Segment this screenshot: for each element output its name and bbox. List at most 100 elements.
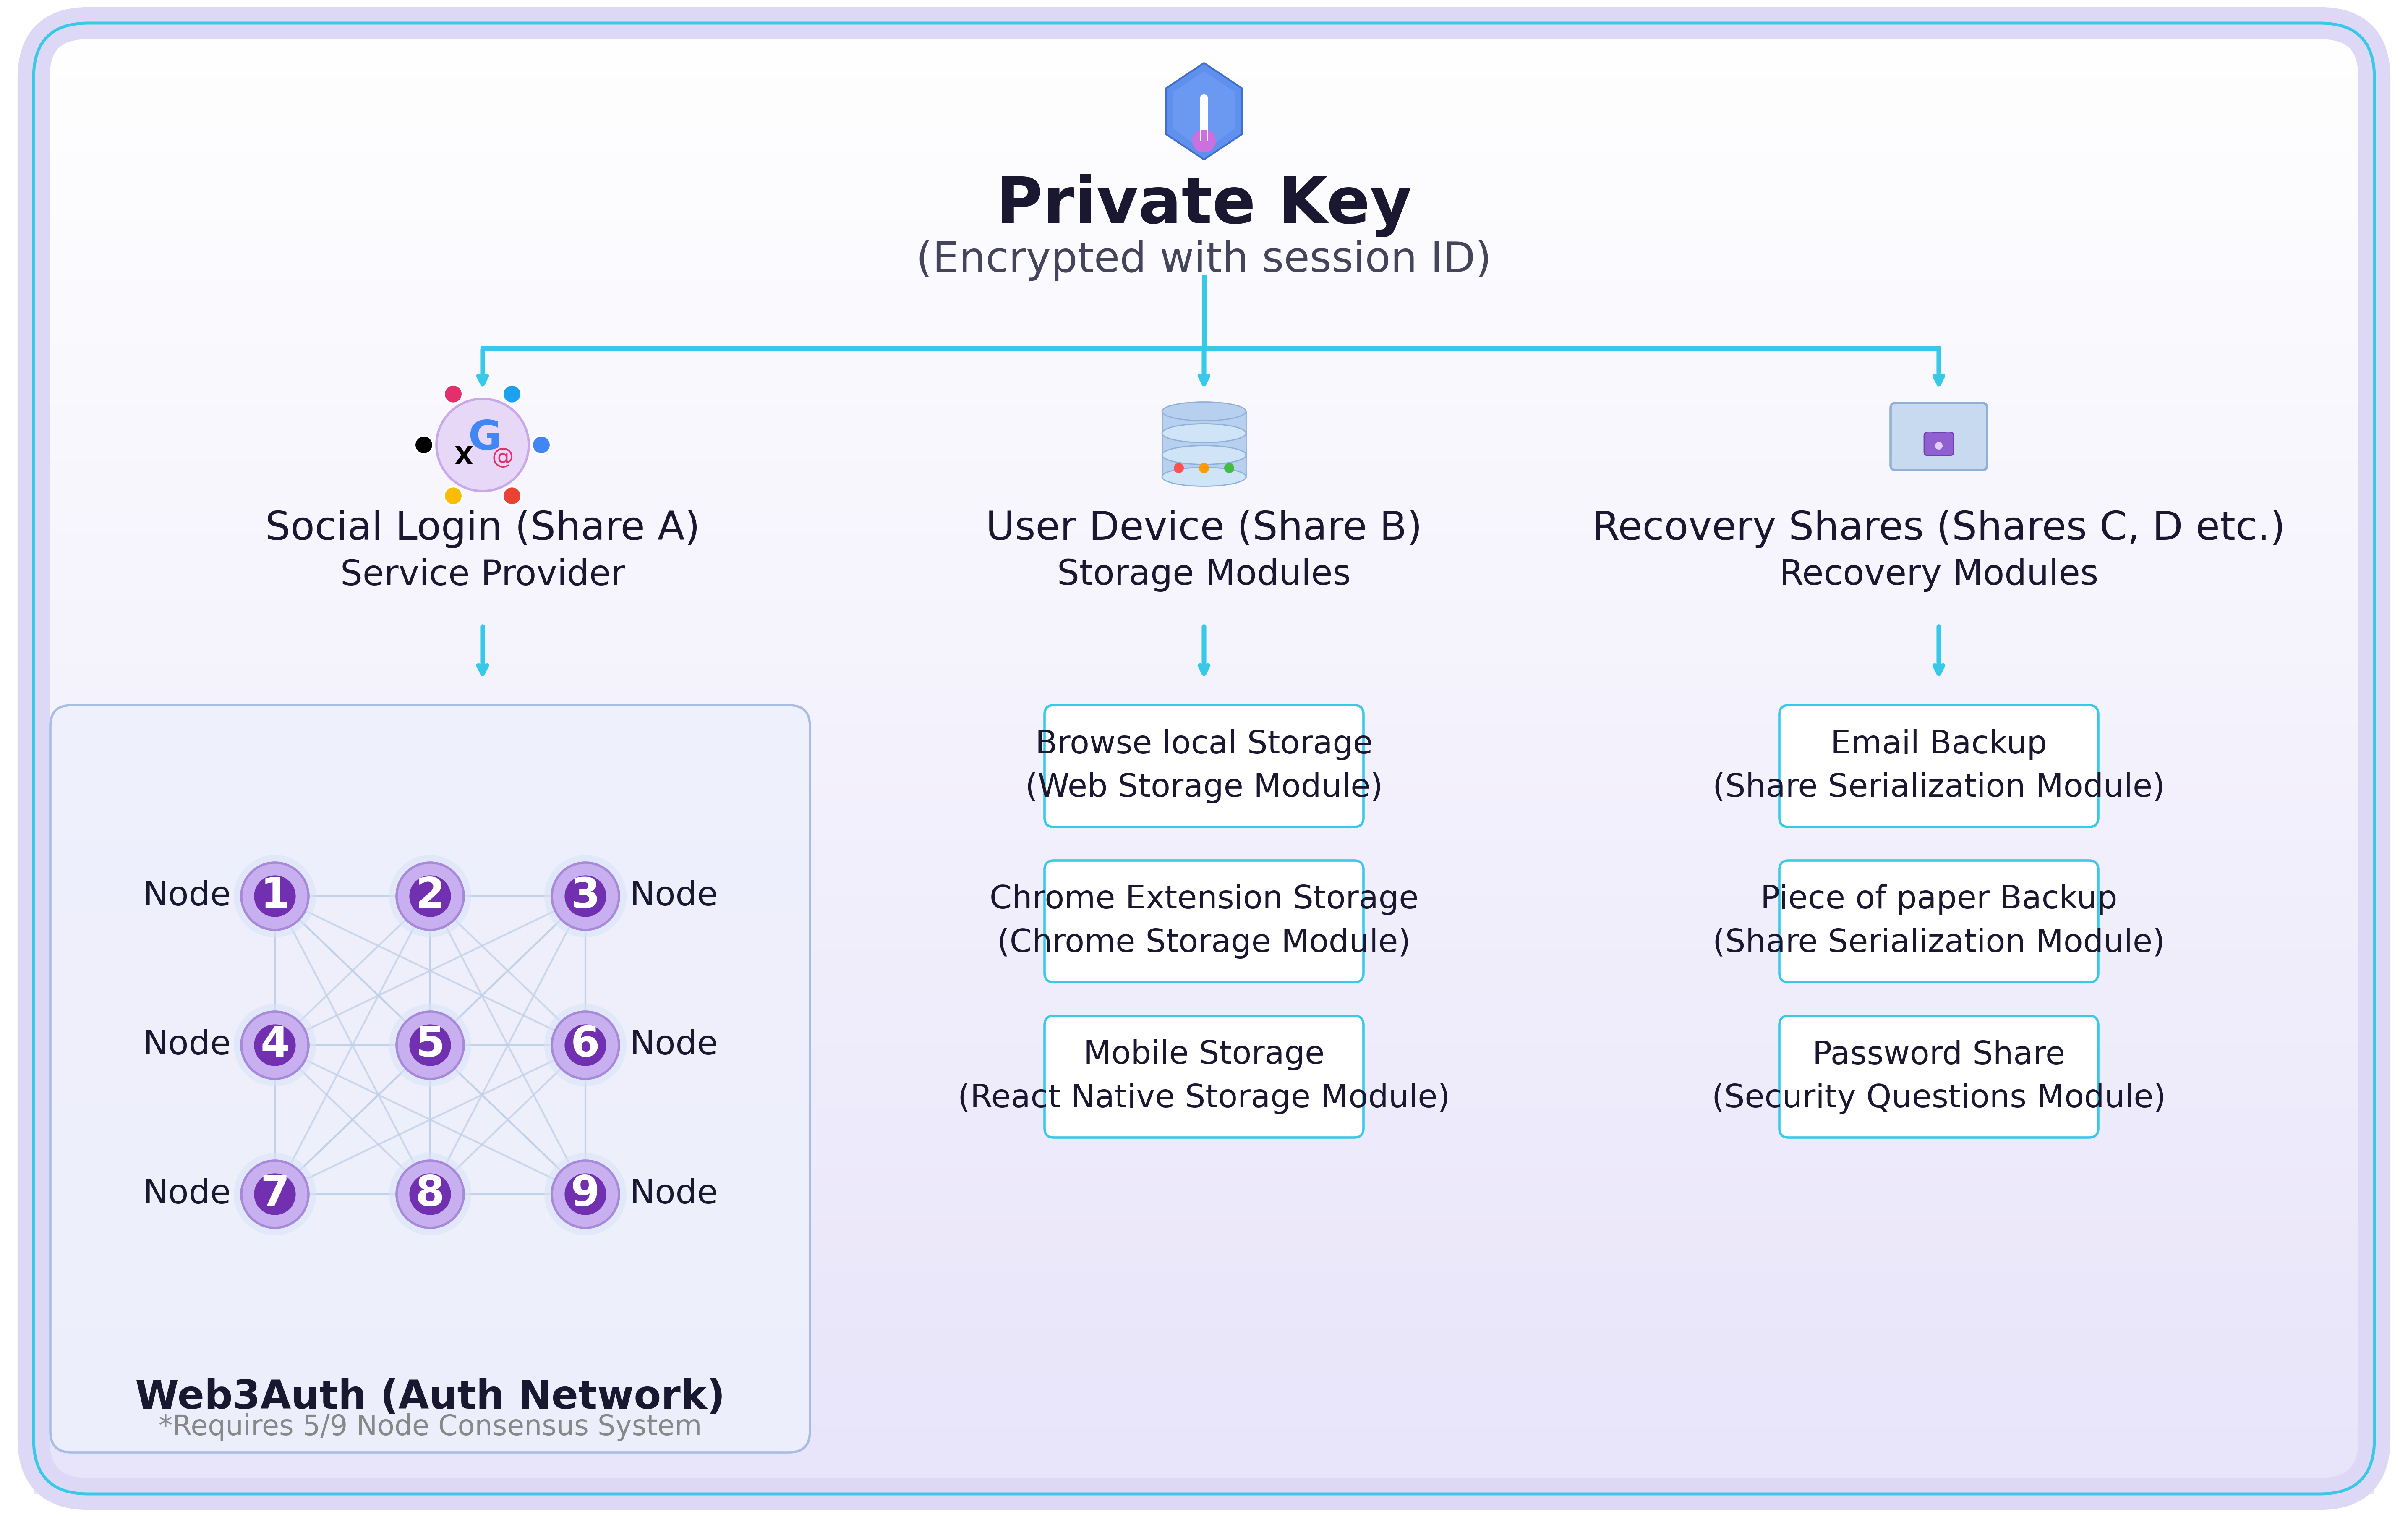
- Bar: [34, 317, 2374, 322]
- Bar: [34, 913, 2374, 918]
- Bar: [34, 90, 2374, 94]
- Bar: [34, 1314, 2374, 1318]
- Bar: [34, 501, 2374, 505]
- Bar: [34, 1247, 2374, 1252]
- Bar: [34, 730, 2374, 733]
- Bar: [34, 240, 2374, 244]
- Bar: [34, 1068, 2374, 1071]
- Circle shape: [390, 1004, 472, 1086]
- Bar: [34, 531, 2374, 534]
- Bar: [34, 890, 2374, 895]
- Bar: [34, 781, 2374, 784]
- Bar: [34, 1009, 2374, 1013]
- Text: Node: Node: [142, 880, 231, 913]
- Text: Service Provider: Service Provider: [340, 558, 626, 592]
- Ellipse shape: [1163, 446, 1245, 464]
- Bar: [34, 622, 2374, 627]
- Bar: [34, 1148, 2374, 1153]
- Bar: [34, 774, 2374, 777]
- Bar: [34, 674, 2374, 678]
- Bar: [34, 872, 2374, 877]
- Bar: [34, 30, 2374, 35]
- Bar: [34, 41, 2374, 46]
- Bar: [34, 1189, 2374, 1192]
- Bar: [34, 159, 2374, 164]
- Bar: [34, 983, 2374, 988]
- Bar: [34, 1490, 2374, 1494]
- Circle shape: [234, 1153, 315, 1235]
- Bar: [34, 1380, 2374, 1384]
- Bar: [34, 431, 2374, 435]
- Bar: [34, 1394, 2374, 1399]
- Bar: [34, 1409, 2374, 1414]
- Circle shape: [241, 863, 308, 930]
- Bar: [34, 927, 2374, 931]
- Bar: [34, 828, 2374, 833]
- Bar: [34, 846, 2374, 851]
- Bar: [34, 1373, 2374, 1376]
- Bar: [34, 1027, 2374, 1032]
- Bar: [34, 1329, 2374, 1332]
- FancyBboxPatch shape: [1045, 1016, 1363, 1138]
- Bar: [34, 733, 2374, 737]
- Bar: [34, 1262, 2374, 1267]
- Bar: [34, 1123, 2374, 1127]
- Text: Piece of paper Backup
(Share Serialization Module): Piece of paper Backup (Share Serializati…: [1712, 884, 2165, 959]
- Bar: [34, 825, 2374, 828]
- Bar: [34, 115, 2374, 120]
- Bar: [34, 1024, 2374, 1027]
- Bar: [34, 519, 2374, 523]
- Bar: [34, 1226, 2374, 1230]
- Circle shape: [503, 385, 520, 404]
- Bar: [34, 1215, 2374, 1218]
- Bar: [34, 137, 2374, 141]
- Text: Node: Node: [628, 880, 718, 913]
- Bar: [34, 991, 2374, 994]
- Bar: [34, 402, 2374, 407]
- Bar: [34, 1255, 2374, 1259]
- Bar: [34, 372, 2374, 376]
- Text: Node: Node: [628, 1177, 718, 1211]
- Bar: [34, 1384, 2374, 1388]
- Bar: [34, 1406, 2374, 1409]
- Bar: [34, 1138, 2374, 1141]
- Text: Password Share
(Security Questions Module): Password Share (Security Questions Modul…: [1712, 1039, 2165, 1113]
- Bar: [34, 443, 2374, 446]
- Bar: [34, 328, 2374, 332]
- Bar: [34, 1285, 2374, 1288]
- Bar: [34, 1004, 2374, 1009]
- Bar: [34, 162, 2374, 167]
- Bar: [34, 74, 2374, 79]
- Bar: [34, 479, 2374, 482]
- Bar: [34, 149, 2374, 152]
- Bar: [34, 534, 2374, 539]
- Bar: [34, 1471, 2374, 1476]
- Bar: [34, 361, 2374, 366]
- Bar: [34, 1299, 2374, 1303]
- Text: X: X: [455, 446, 472, 469]
- Bar: [34, 877, 2374, 880]
- Bar: [34, 1233, 2374, 1236]
- Bar: [34, 681, 2374, 686]
- Circle shape: [544, 1004, 626, 1086]
- Bar: [34, 170, 2374, 174]
- Bar: [34, 777, 2374, 781]
- Bar: [34, 583, 2374, 586]
- Bar: [34, 1252, 2374, 1256]
- Bar: [34, 1479, 2374, 1484]
- Bar: [34, 446, 2374, 451]
- Bar: [34, 575, 2374, 579]
- Bar: [34, 410, 2374, 413]
- Bar: [34, 1402, 2374, 1406]
- Bar: [34, 1174, 2374, 1179]
- Bar: [34, 56, 2374, 61]
- Bar: [34, 707, 2374, 711]
- Bar: [34, 423, 2374, 428]
- Text: Browse local Storage
(Web Storage Module): Browse local Storage (Web Storage Module…: [1026, 728, 1382, 802]
- Bar: [34, 226, 2374, 229]
- Bar: [34, 126, 2374, 130]
- Bar: [34, 758, 2374, 763]
- Bar: [34, 795, 2374, 799]
- Bar: [34, 950, 2374, 954]
- Bar: [34, 601, 2374, 604]
